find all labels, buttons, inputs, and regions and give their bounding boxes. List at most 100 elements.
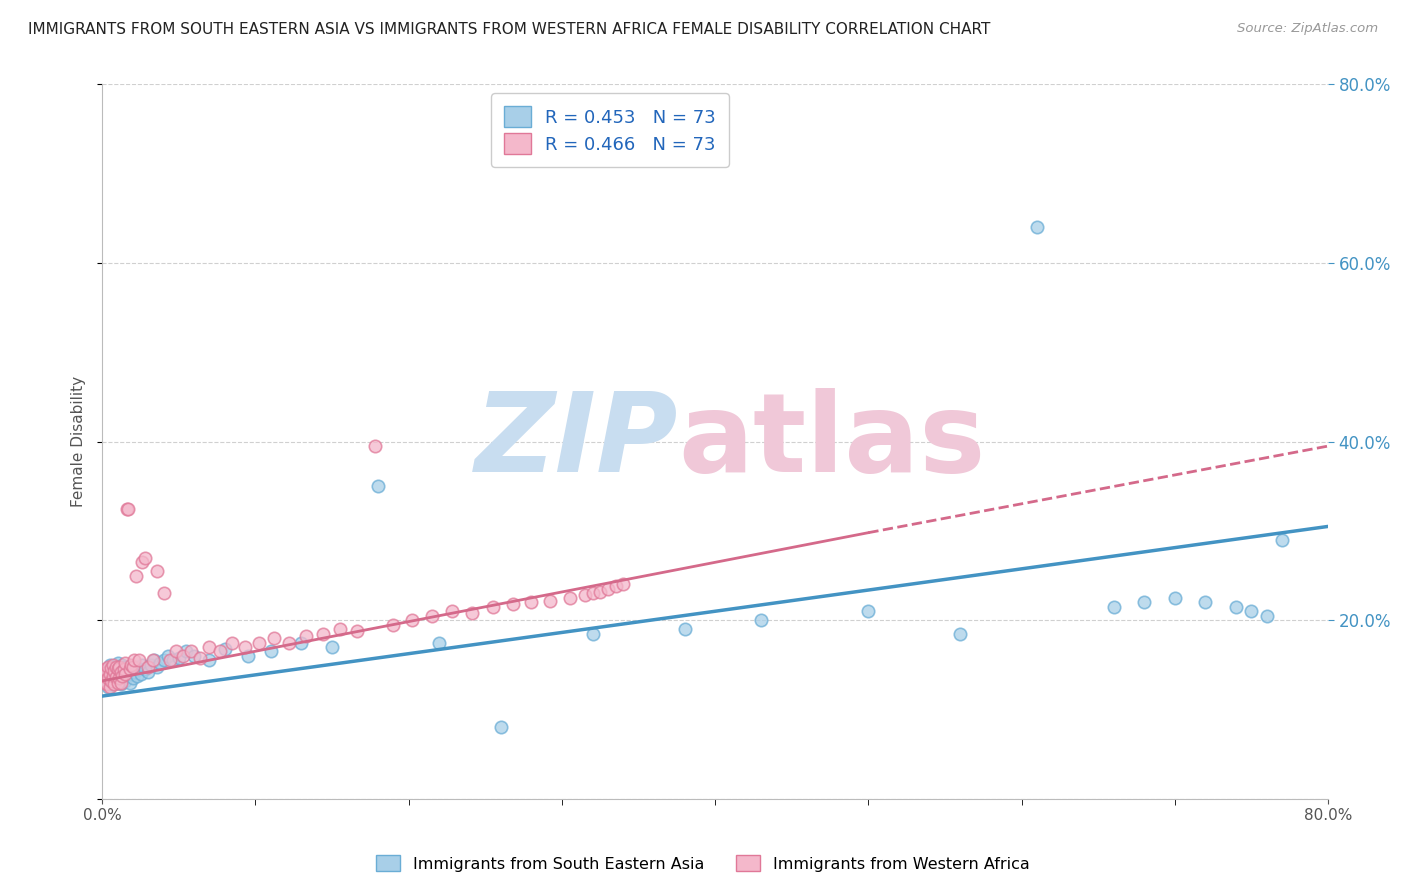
Point — [364, 439, 387, 453]
Point — [112, 666, 135, 681]
Point — [131, 657, 153, 672]
Point — [105, 662, 128, 676]
Point — [101, 668, 124, 682]
Point — [263, 631, 285, 645]
Point — [110, 675, 132, 690]
Point — [574, 588, 596, 602]
Point — [260, 644, 283, 658]
Point — [858, 604, 880, 618]
Point — [114, 656, 136, 670]
Point — [101, 673, 124, 688]
Point — [114, 673, 136, 688]
Point — [103, 671, 125, 685]
Point — [520, 595, 543, 609]
Point — [167, 650, 190, 665]
Y-axis label: Female Disability: Female Disability — [72, 376, 86, 508]
Text: IMMIGRANTS FROM SOUTH EASTERN ASIA VS IMMIGRANTS FROM WESTERN AFRICA FEMALE DISA: IMMIGRANTS FROM SOUTH EASTERN ASIA VS IM… — [28, 22, 990, 37]
Point — [103, 677, 125, 691]
Point — [114, 666, 136, 681]
Point — [114, 659, 136, 673]
Point — [120, 657, 142, 672]
Point — [111, 668, 134, 682]
Point — [125, 659, 148, 673]
Point — [134, 662, 156, 676]
Point — [98, 668, 121, 682]
Point — [111, 657, 134, 672]
Point — [97, 680, 120, 694]
Point — [460, 606, 482, 620]
Point — [131, 555, 153, 569]
Point — [118, 662, 141, 676]
Point — [188, 650, 211, 665]
Text: Source: ZipAtlas.com: Source: ZipAtlas.com — [1237, 22, 1378, 36]
Point — [440, 604, 463, 618]
Point — [1133, 595, 1156, 609]
Point — [105, 659, 128, 673]
Point — [382, 617, 405, 632]
Point — [612, 577, 634, 591]
Point — [401, 613, 423, 627]
Point — [605, 579, 627, 593]
Legend: Immigrants from South Eastern Asia, Immigrants from Western Africa: Immigrants from South Eastern Asia, Immi… — [368, 847, 1038, 880]
Point — [1026, 220, 1049, 235]
Point — [108, 671, 131, 685]
Point — [233, 640, 256, 654]
Point — [427, 635, 450, 649]
Point — [214, 641, 236, 656]
Point — [157, 648, 180, 663]
Point — [98, 666, 121, 681]
Point — [420, 608, 443, 623]
Point — [141, 657, 163, 672]
Point — [108, 673, 131, 687]
Point — [108, 659, 131, 673]
Point — [100, 665, 122, 679]
Point — [97, 662, 120, 676]
Point — [183, 648, 205, 663]
Point — [100, 661, 122, 675]
Point — [1240, 604, 1263, 618]
Point — [596, 582, 619, 596]
Point — [581, 586, 603, 600]
Point — [209, 644, 232, 658]
Point — [221, 635, 243, 649]
Text: ZIP: ZIP — [475, 388, 678, 495]
Point — [502, 597, 524, 611]
Point — [172, 648, 194, 663]
Point — [128, 662, 150, 676]
Point — [107, 662, 129, 676]
Point — [295, 629, 318, 643]
Point — [110, 662, 132, 676]
Point — [101, 657, 124, 672]
Point — [581, 626, 603, 640]
Point — [1102, 599, 1125, 614]
Point — [118, 675, 141, 690]
Point — [1256, 608, 1278, 623]
Point — [329, 622, 352, 636]
Point — [312, 626, 335, 640]
Point — [94, 662, 117, 676]
Text: atlas: atlas — [678, 388, 986, 495]
Point — [103, 665, 125, 679]
Point — [198, 640, 221, 654]
Point — [98, 657, 121, 672]
Point — [115, 501, 138, 516]
Point — [120, 666, 142, 681]
Point — [129, 666, 152, 681]
Point — [198, 653, 221, 667]
Legend: R = 0.453   N = 73, R = 0.466   N = 73: R = 0.453 N = 73, R = 0.466 N = 73 — [491, 94, 728, 167]
Point — [159, 653, 181, 667]
Point — [125, 568, 148, 582]
Point — [121, 659, 143, 673]
Point — [127, 668, 149, 682]
Point — [136, 665, 159, 679]
Point — [98, 680, 121, 694]
Point — [489, 720, 512, 734]
Point — [136, 659, 159, 673]
Point — [176, 644, 198, 658]
Point — [117, 664, 139, 678]
Point — [236, 648, 259, 663]
Point — [673, 622, 696, 636]
Point — [111, 670, 134, 684]
Point — [1194, 595, 1216, 609]
Point — [96, 666, 118, 681]
